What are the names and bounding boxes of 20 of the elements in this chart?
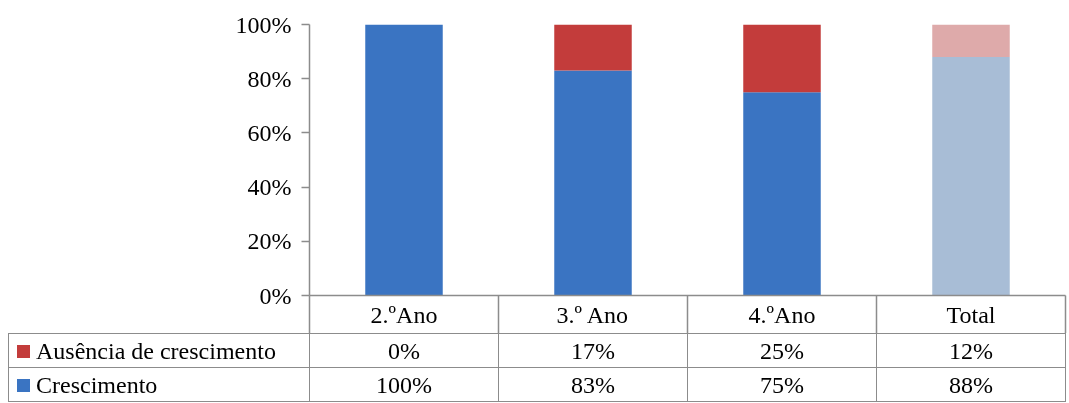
- y-tick-label: 80%: [247, 65, 292, 92]
- data-label: 17%: [498, 333, 688, 368]
- data-label: 0%: [309, 333, 499, 368]
- x-tick-label: 2.ºAno: [370, 301, 438, 328]
- y-tick-label: 0%: [259, 282, 292, 309]
- y-tick-label: 20%: [247, 228, 292, 255]
- legend-label: Crescimento: [36, 372, 158, 399]
- data-label: 75%: [687, 367, 877, 402]
- data-label: 100%: [309, 367, 499, 402]
- x-tick-label: 4.ºAno: [748, 301, 816, 328]
- y-tick-label: 40%: [247, 174, 292, 201]
- data-label: 12%: [876, 333, 1066, 368]
- data-label: 25%: [687, 333, 877, 368]
- x-tick-label: 3.º Ano: [556, 301, 629, 328]
- data-label: 88%: [876, 367, 1066, 402]
- y-tick-label: 100%: [235, 11, 292, 38]
- y-tick-label: 60%: [247, 119, 292, 146]
- data-label: 83%: [498, 367, 688, 402]
- x-tick-label: Total: [946, 301, 996, 328]
- legend-label: Ausência de crescimento: [36, 338, 276, 365]
